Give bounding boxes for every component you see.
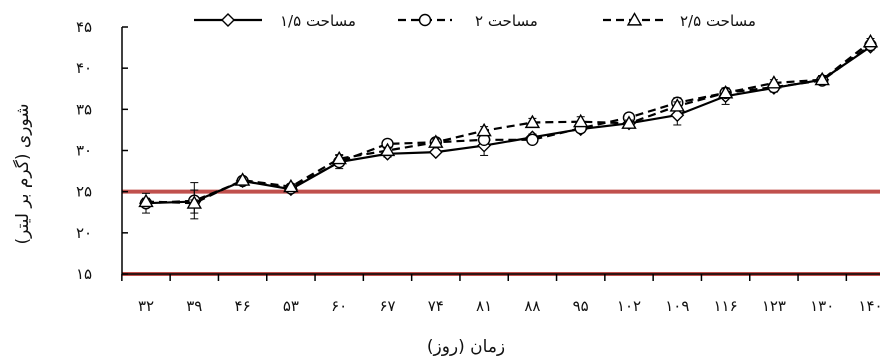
data-point [476, 122, 492, 137]
data-point [186, 195, 203, 209]
x-tick-label: ۷۴ [428, 297, 444, 315]
x-tick-label: ۹۵ [573, 297, 589, 315]
legend-swatch-marker [626, 12, 643, 26]
legend-label: مساحت ۱/۵ [280, 12, 356, 30]
x-tick-label: ۱۱۶ [714, 297, 738, 315]
y-tick-label: ۳۵ [76, 100, 92, 118]
y-tick-label: ۲۵ [76, 183, 92, 201]
axes: ۱۵ ۲۰ ۲۵ ۳۰ ۳۵ ۴۰ ۴۵ ۳۲ ۳۹ ۴۶ ۵۳ ۶۰ ۶۷ ۷۴ ۸۱ ۸۸ ۹۵ ۱۰۲ ۱۰۹… [76, 18, 883, 315]
legend-item: مساحت ۲ [398, 12, 538, 30]
data-point [766, 75, 782, 89]
legend-swatch-marker [221, 13, 235, 27]
data-point [669, 98, 686, 112]
data-point [572, 113, 589, 128]
data-point [524, 114, 541, 129]
y-tick-label: ۴۰ [76, 59, 92, 77]
series-line [145, 45, 872, 205]
data-point [814, 71, 830, 86]
x-tick-label: ۳۹ [186, 297, 202, 315]
legend-item: مساحت ۱/۵ [194, 12, 356, 30]
x-tick-label: ۱۰۲ [617, 297, 641, 315]
data-point [526, 133, 539, 146]
series-line [145, 40, 872, 205]
legend: مساحت ۱/۵ مساحت ۲ مساحت ۲/۵ [194, 12, 756, 30]
plot-area [122, 33, 880, 276]
legend-item: مساحت ۲/۵ [603, 12, 756, 30]
data-point [379, 142, 396, 157]
x-tick-label: ۶۷ [379, 297, 395, 315]
y-axis-title: شوری (گرم بر لیتر) [12, 104, 33, 245]
data-point [428, 134, 444, 148]
series-line [145, 44, 872, 205]
data-point [234, 172, 251, 186]
x-tick-label: ۶۰ [331, 297, 347, 315]
legend-label: مساحت ۲/۵ [680, 12, 756, 30]
x-tick-label: ۱۴۰ [858, 297, 882, 315]
x-axis-title: زمان (روز) [427, 337, 505, 357]
y-tick-label: ۱۵ [76, 265, 92, 283]
x-tick-label: ۱۰۹ [665, 297, 689, 315]
data-point [621, 115, 637, 129]
y-tick-label: ۲۰ [76, 224, 92, 242]
data-point [283, 178, 299, 193]
x-tick-label: ۴۶ [235, 297, 251, 315]
x-tick-label: ۱۲۳ [762, 297, 786, 315]
x-tick-label: ۳۲ [138, 297, 154, 315]
x-tick-label: ۸۱ [476, 297, 492, 315]
y-tick-label: ۳۰ [76, 142, 92, 160]
data-point [428, 145, 443, 160]
data-point [862, 33, 879, 48]
legend-swatch-marker [418, 13, 432, 27]
x-tick-label: ۱۳۰ [810, 297, 834, 315]
data-point [717, 84, 734, 99]
x-tick-label: ۵۳ [283, 297, 299, 315]
data-point [331, 150, 347, 165]
series-triangle [138, 33, 879, 209]
legend-label: مساحت ۲ [475, 12, 538, 30]
data-point [670, 108, 685, 123]
data-point [138, 193, 154, 208]
x-tick-label: ۸۸ [524, 297, 540, 315]
y-tick-label: ۴۵ [76, 18, 92, 36]
